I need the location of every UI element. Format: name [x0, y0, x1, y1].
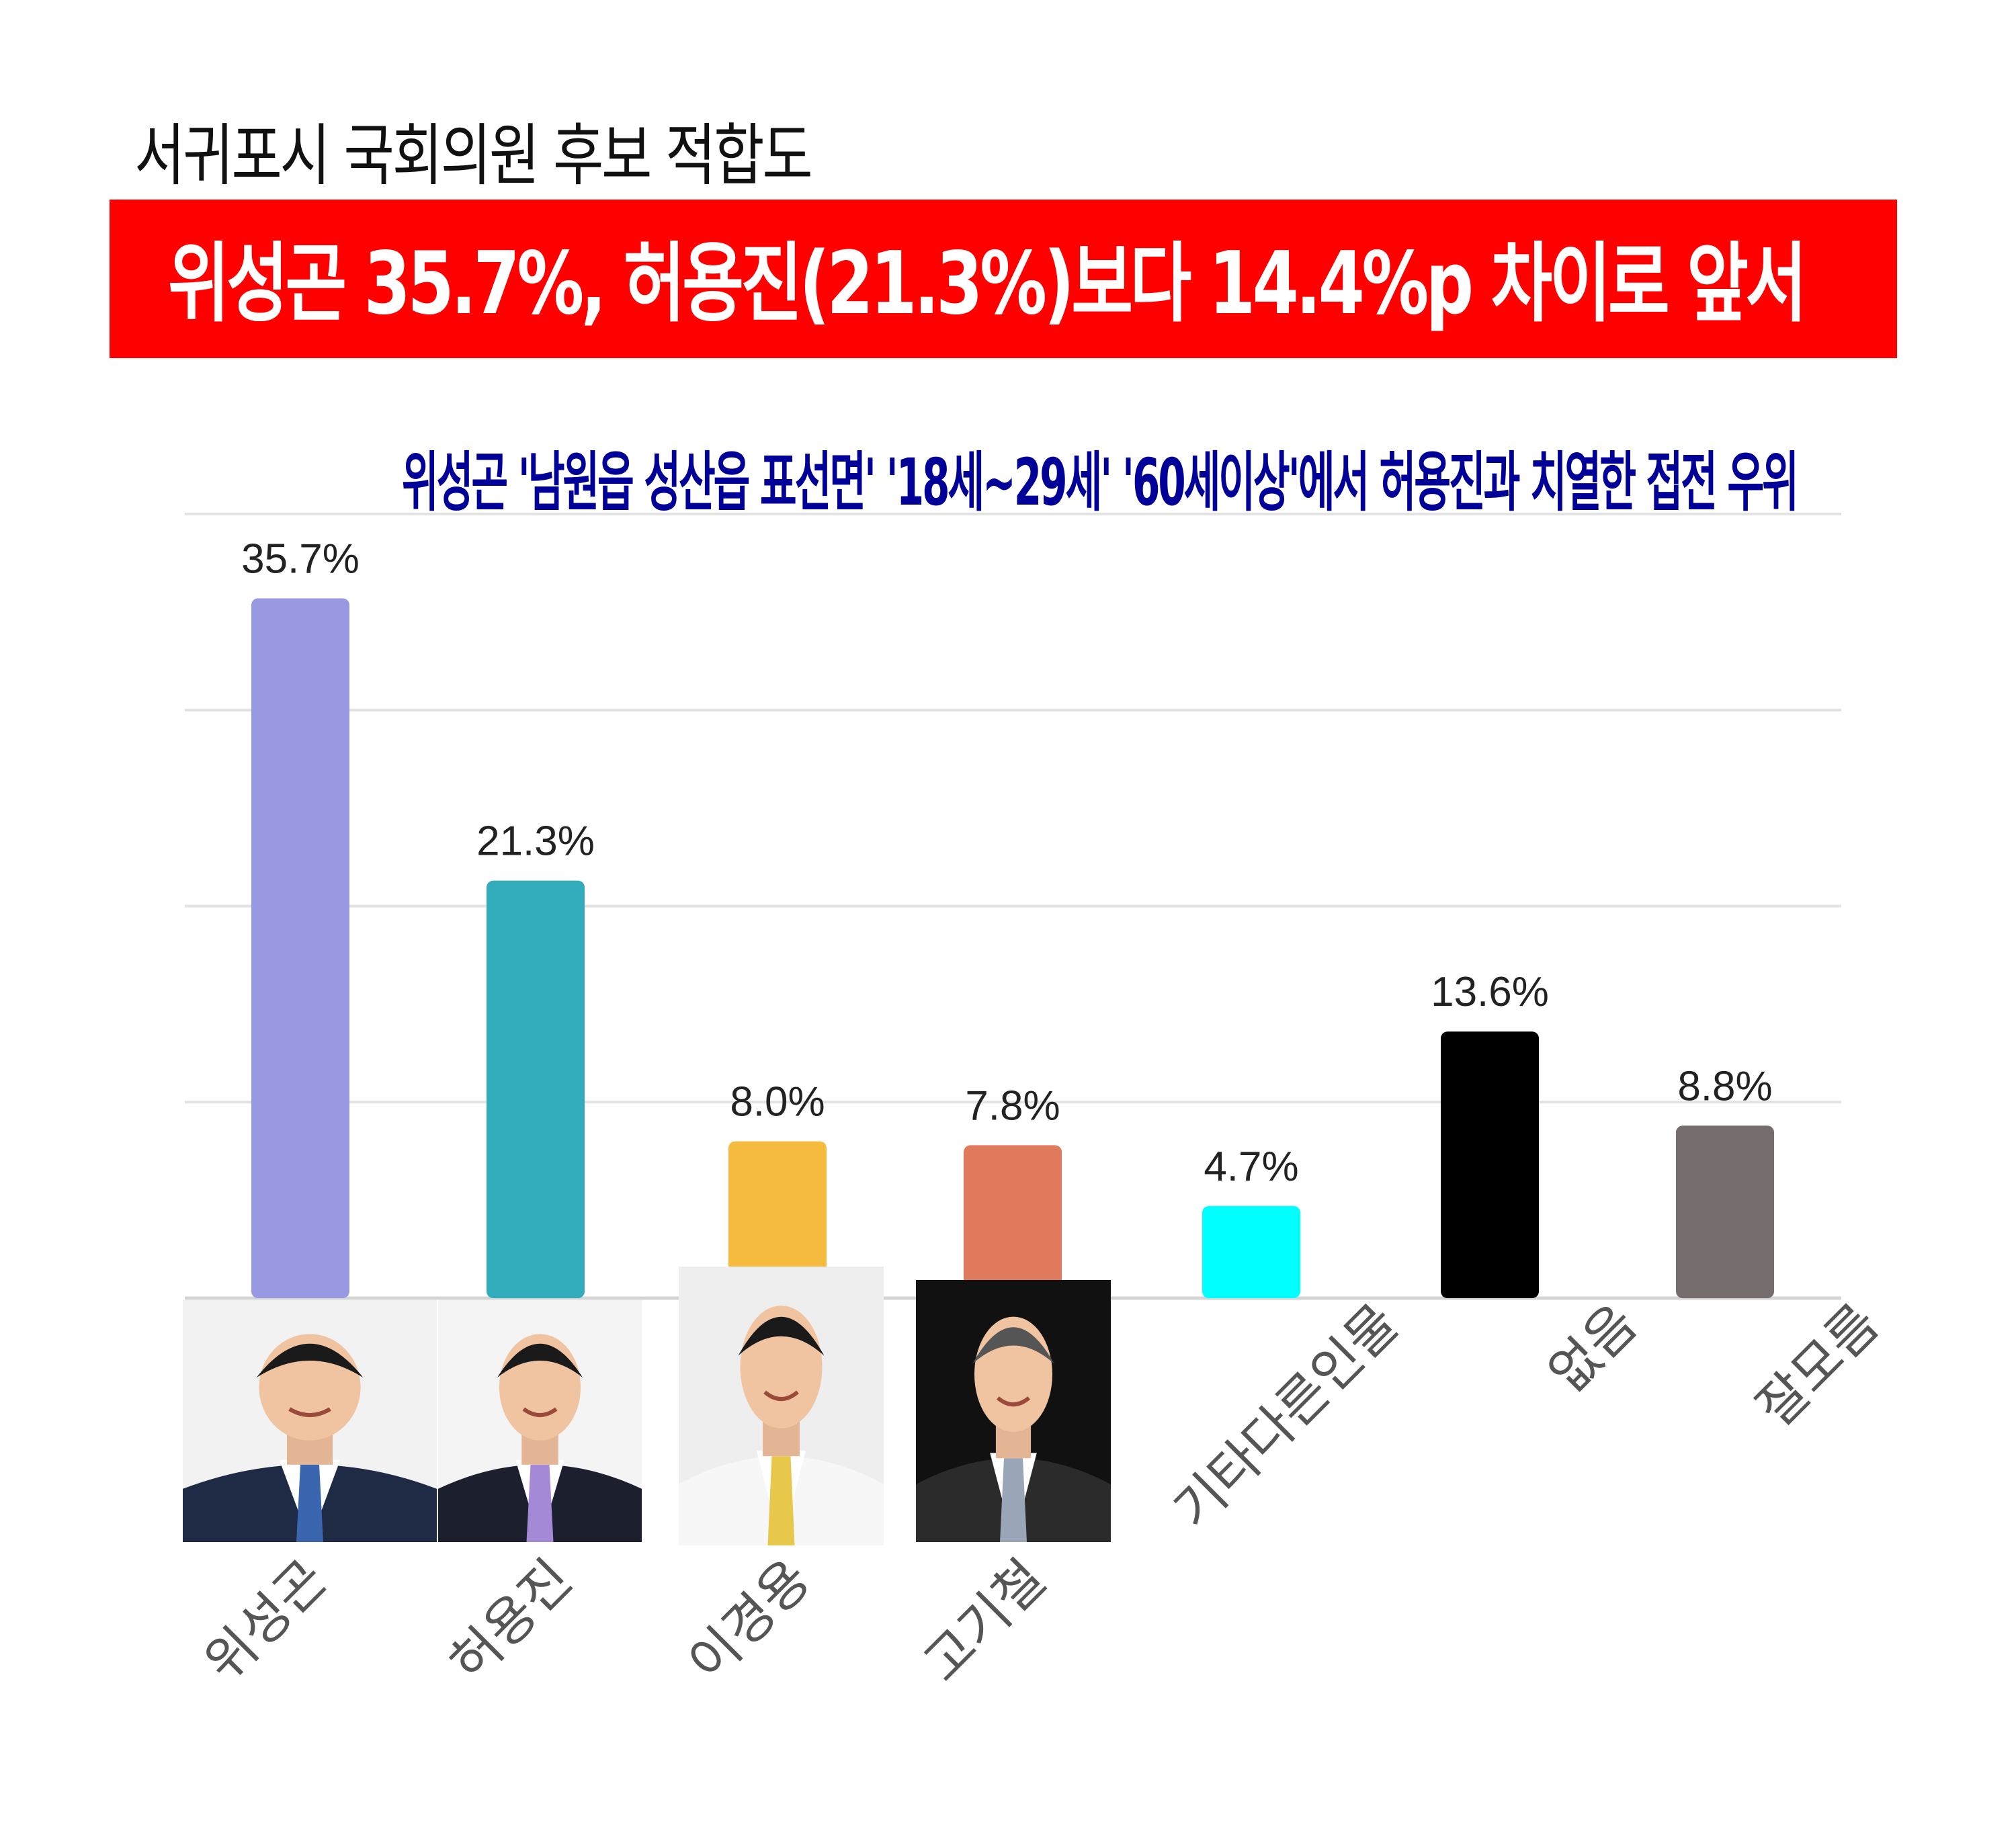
- bar-7: [1676, 1125, 1774, 1298]
- headline-banner-text: 위성곤 35.7%, 허용진(21.3%)보다 14.4%p 차이로 앞서: [168, 234, 1807, 334]
- bar-5: [1202, 1205, 1300, 1298]
- candidate-photo-3: [679, 1267, 884, 1545]
- bar-1: [251, 598, 349, 1298]
- candidate-photos: [183, 1267, 1111, 1545]
- candidate-photo-1: [183, 1300, 437, 1542]
- tick-label-1: 위성곤: [194, 1549, 339, 1694]
- chart-title: 서귀포시 국회의원 후보 적합도: [134, 116, 813, 195]
- data-label-3: 8.0%: [730, 1079, 825, 1125]
- bars: [251, 598, 1774, 1298]
- tick-label-4: 고기철: [913, 1549, 1058, 1694]
- bar-2: [487, 880, 585, 1298]
- data-label-6: 13.6%: [1431, 969, 1549, 1015]
- data-label-5: 4.7%: [1204, 1144, 1298, 1190]
- headline-banner: [110, 200, 1897, 358]
- data-label-1: 35.7%: [241, 536, 360, 582]
- data-label-4: 7.8%: [965, 1082, 1060, 1129]
- bar-6: [1441, 1031, 1539, 1298]
- tick-label-5: 기타다른인물: [1163, 1293, 1410, 1541]
- data-label-7: 8.8%: [1677, 1063, 1772, 1109]
- tick-label-7: 잘모름: [1746, 1293, 1891, 1439]
- data-label-2: 21.3%: [476, 818, 595, 865]
- candidate-photo-2: [438, 1300, 642, 1542]
- tick-label-6: 없음: [1538, 1293, 1648, 1404]
- data-labels: 35.7% 21.3% 8.0% 7.8% 4.7% 13.6% 8.8%: [241, 536, 1773, 1189]
- candidate-photo-4: [916, 1280, 1111, 1542]
- bar-3: [728, 1141, 827, 1298]
- bar-4: [964, 1145, 1062, 1298]
- tick-label-2: 허용진: [439, 1549, 584, 1694]
- subheadline: 위성곤 '남원읍 성산읍 표선면' '18세~29세' '60세이상'에서 허용…: [402, 445, 1799, 520]
- tick-label-3: 이경용: [677, 1549, 823, 1694]
